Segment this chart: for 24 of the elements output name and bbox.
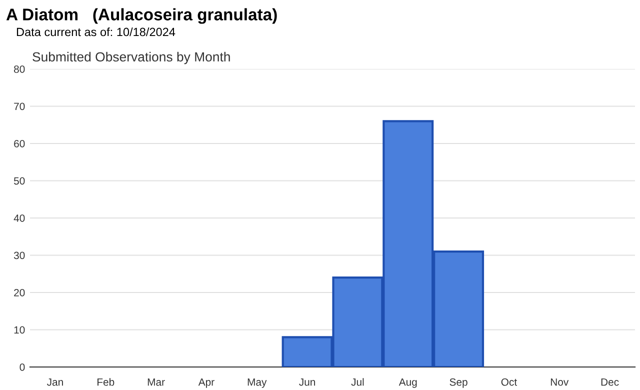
text: Submitted Observations by Month <box>32 52 230 64</box>
x-tick-label: May <box>248 378 267 388</box>
y-tick-label: 40 <box>14 214 25 222</box>
x-tick-label: Dec <box>601 378 619 386</box>
x-tick-label: Oct <box>501 378 517 386</box>
x-tick-label: Apr <box>198 378 214 388</box>
chart-title: A Diatom (Aulacoseira granulata) <box>6 8 277 24</box>
x-tick-label: Jul <box>351 378 364 386</box>
y-tick-label: 80 <box>14 66 25 73</box>
y-tick-label: 0 <box>20 364 25 371</box>
y-tick-label: 20 <box>14 289 25 296</box>
x-tick-label: Mar <box>148 378 165 386</box>
x-tick-label: Jan <box>46 378 63 386</box>
y-tick-label: 50 <box>14 177 25 185</box>
y-tick-label: 60 <box>14 140 25 148</box>
y-tick-label: 30 <box>14 252 25 260</box>
x-tick-label: Aug <box>398 378 417 388</box>
x-tick-label: Sep <box>450 378 468 388</box>
y-tick-label: 70 <box>14 102 25 110</box>
x-tick-label: Jun <box>299 378 316 386</box>
chart-subtitle: Data current as of: 10/18/2024 <box>16 28 176 36</box>
y-tick-label: 10 <box>14 326 25 334</box>
x-tick-label: Nov <box>550 378 569 386</box>
x-tick-label: Feb <box>98 378 114 386</box>
